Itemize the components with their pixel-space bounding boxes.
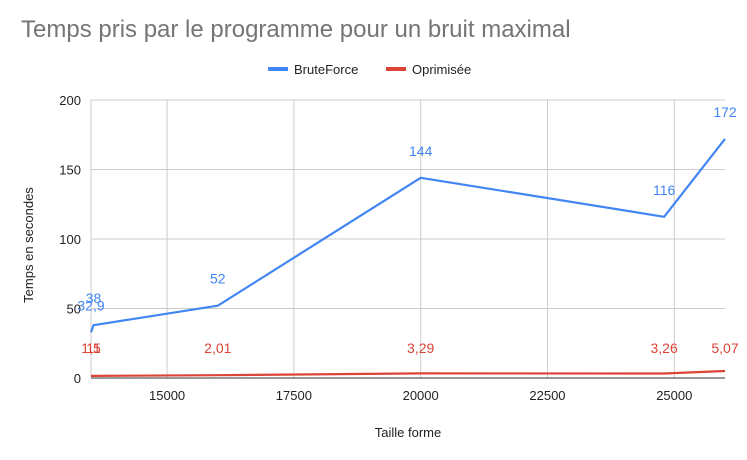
data-label-1-3: 3,29 [407, 340, 434, 356]
x-tick-label-0: 15000 [149, 388, 185, 403]
grid-lines [90, 99, 725, 378]
legend: BruteForce Oprimisée [268, 62, 471, 77]
y-tick-label-4: 200 [59, 93, 81, 108]
legend-label-oprimisee: Oprimisée [412, 62, 471, 77]
x-tick-label-4: 25000 [656, 388, 692, 403]
data-labels: 32,938 52 144 116 172 1,511 2,01 3,29 3,26 5,07 [77, 104, 738, 356]
series-layer [89, 138, 726, 377]
data-label-1-1: 11 [86, 340, 101, 356]
legend-label-bruteforce: BruteForce [294, 62, 358, 77]
data-label-1-0: 1,5 [81, 340, 101, 356]
data-label-0-5: 172 [713, 104, 737, 120]
data-label-1-4: 3,26 [651, 340, 678, 356]
data-label-0-2: 52 [210, 271, 226, 287]
x-axis-title: Taille forme [375, 425, 441, 440]
series-line-0 [89, 138, 726, 333]
x-tick-label-3: 22500 [529, 388, 565, 403]
x-axis-ticks: 15000 17500 20000 22500 25000 [149, 388, 692, 403]
x-tick-label-2: 20000 [403, 388, 439, 403]
data-label-0-1: 38 [86, 290, 102, 306]
data-label-1-5: 5,07 [711, 340, 738, 356]
data-label-0-3: 144 [409, 143, 433, 159]
y-tick-label-3: 150 [59, 163, 81, 178]
y-tick-label-1: 50 [67, 302, 81, 317]
series-line-1 [91, 369, 726, 377]
y-axis-title: Temps en secondes [21, 187, 36, 303]
chart-title: Temps pris par le programme pour un brui… [21, 16, 571, 43]
data-label-0-0: 32,9 [77, 297, 104, 313]
y-tick-label-0: 0 [74, 371, 81, 386]
data-label-1-2: 2,01 [204, 340, 231, 356]
y-tick-label-2: 100 [59, 232, 81, 247]
y-axis-ticks: 0 50 100 150 200 [59, 93, 81, 386]
x-tick-label-1: 17500 [276, 388, 312, 403]
data-label-0-4: 116 [653, 182, 676, 198]
